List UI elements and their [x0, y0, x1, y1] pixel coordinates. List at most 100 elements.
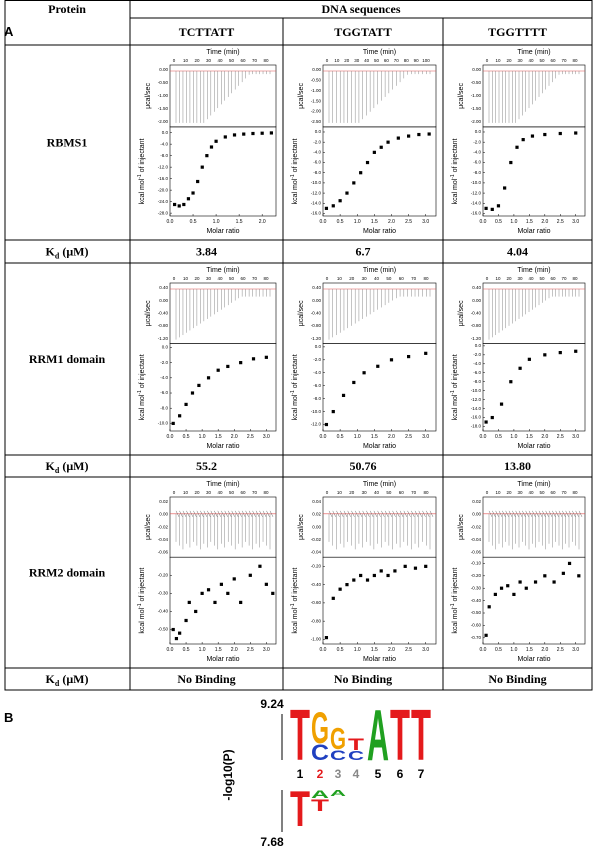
noise: [355, 510, 359, 517]
noise: [384, 510, 389, 517]
data-point: [239, 361, 243, 365]
heat-label-rest: of injectant: [139, 568, 146, 604]
heat-tick-label: -4.0: [313, 370, 321, 375]
ratio-tick-label: 0.5: [183, 434, 190, 440]
power-tick-label: 0.00: [312, 67, 321, 72]
time-tick-label: 0: [326, 58, 329, 63]
data-point: [577, 574, 581, 578]
time-tick-label: 20: [194, 490, 200, 495]
time-tick-label: 0: [326, 276, 329, 281]
time-tick-label: 80: [572, 58, 578, 63]
data-point: [396, 136, 400, 140]
ratio-tick-label: 2.0: [388, 434, 395, 440]
ratio-tick-label: 1.5: [215, 434, 222, 440]
protein-name: RRM2 domain: [29, 566, 106, 580]
data-point: [248, 573, 252, 577]
noise: [578, 510, 583, 517]
ratio-tick-label: 3.0: [422, 434, 429, 440]
data-point: [359, 171, 363, 175]
time-tick-label: 70: [411, 490, 417, 495]
power-axis-label: μcal/sec: [145, 83, 152, 109]
noise: [407, 510, 411, 517]
heat-tick-label: -12.0: [471, 190, 482, 195]
heat-tick-label: 0.0: [475, 129, 482, 134]
data-point: [209, 145, 214, 149]
heat-tick-label: -24.0: [158, 199, 169, 204]
panel-frame: [169, 64, 277, 128]
heat-label-main: kcal mol: [139, 607, 146, 633]
time-tick-label: 80: [404, 58, 410, 63]
noise: [505, 510, 509, 517]
heat-tick-label: -10.0: [158, 421, 169, 426]
heat-label-rest: of injectant: [452, 354, 459, 390]
heat-axis-label: kcal mol-1 of injectant: [290, 354, 299, 420]
data-point: [379, 145, 383, 149]
data-point: [338, 199, 342, 203]
power-tick-label: -0.06: [471, 549, 482, 554]
time-tick-label: 40: [217, 276, 223, 281]
panel-frame: [482, 126, 586, 217]
data-point: [196, 179, 200, 184]
noise: [392, 510, 396, 517]
time-tick-label: 70: [252, 58, 258, 63]
ratio-tick-label: 0.5: [337, 434, 344, 440]
time-tick-label: 40: [374, 276, 380, 281]
noise: [411, 510, 415, 517]
ratio-axis-label: Molar ratio: [363, 443, 396, 450]
noise: [255, 510, 260, 517]
noise: [498, 510, 503, 517]
ratio-tick-label: 1.5: [236, 219, 243, 225]
power-tick-label: -2.00: [471, 119, 482, 124]
data-point: [200, 591, 204, 595]
noise: [388, 510, 393, 517]
data-point: [171, 627, 175, 632]
time-tick-label: 40: [374, 490, 380, 495]
panel-label: B: [4, 710, 13, 725]
heat-tick-label: -12.0: [311, 422, 322, 427]
heat-tick-label: -0.20: [311, 564, 322, 569]
noise: [259, 510, 263, 517]
heat-label-rest: of injectant: [292, 568, 299, 604]
time-tick-label: 30: [362, 490, 368, 495]
noise: [515, 510, 519, 517]
ratio-tick-label: 0.5: [183, 647, 190, 653]
noise: [332, 510, 336, 517]
power-tick-label: 0.40: [159, 285, 168, 290]
heat-label-rest: of injectant: [452, 138, 459, 174]
noise: [252, 510, 256, 517]
panel-frame: [169, 282, 277, 344]
kd-value: 6.7: [356, 245, 371, 259]
logo-letter: G: [330, 722, 346, 756]
logo-letter: T: [411, 696, 431, 776]
power-tick-label: -0.02: [471, 524, 482, 529]
noise: [565, 510, 569, 517]
time-axis-label: Time (min): [206, 267, 239, 274]
heat-tick-label: -0.60: [311, 600, 322, 605]
heat-label-main: kcal mol: [452, 178, 459, 204]
ratio-tick-label: 1.0: [354, 434, 361, 440]
data-point: [543, 132, 547, 137]
heat-label-sup: -1: [290, 603, 296, 608]
time-tick-label: 60: [384, 58, 390, 63]
noise: [182, 510, 187, 517]
heat-label-rest: of injectant: [292, 138, 299, 174]
noise: [336, 510, 340, 517]
time-tick-label: 40: [528, 490, 534, 495]
data-point: [376, 364, 380, 368]
time-tick-label: 80: [572, 276, 578, 281]
noise: [414, 510, 419, 517]
power-tick-label: -0.04: [471, 537, 482, 542]
data-point: [205, 154, 209, 158]
data-point: [386, 140, 390, 144]
data-point: [352, 181, 356, 185]
data-point: [206, 588, 211, 592]
power-tick-label: 0.00: [159, 512, 168, 517]
data-point: [574, 349, 578, 353]
time-tick-label: 60: [240, 490, 246, 495]
logo-letter: T: [311, 796, 329, 815]
heat-tick-label: -0.20: [158, 572, 169, 577]
data-point: [226, 364, 230, 369]
sequences-header: DNA sequences: [321, 2, 400, 16]
data-point: [194, 609, 198, 614]
heat-tick-label: -4.0: [473, 361, 481, 366]
